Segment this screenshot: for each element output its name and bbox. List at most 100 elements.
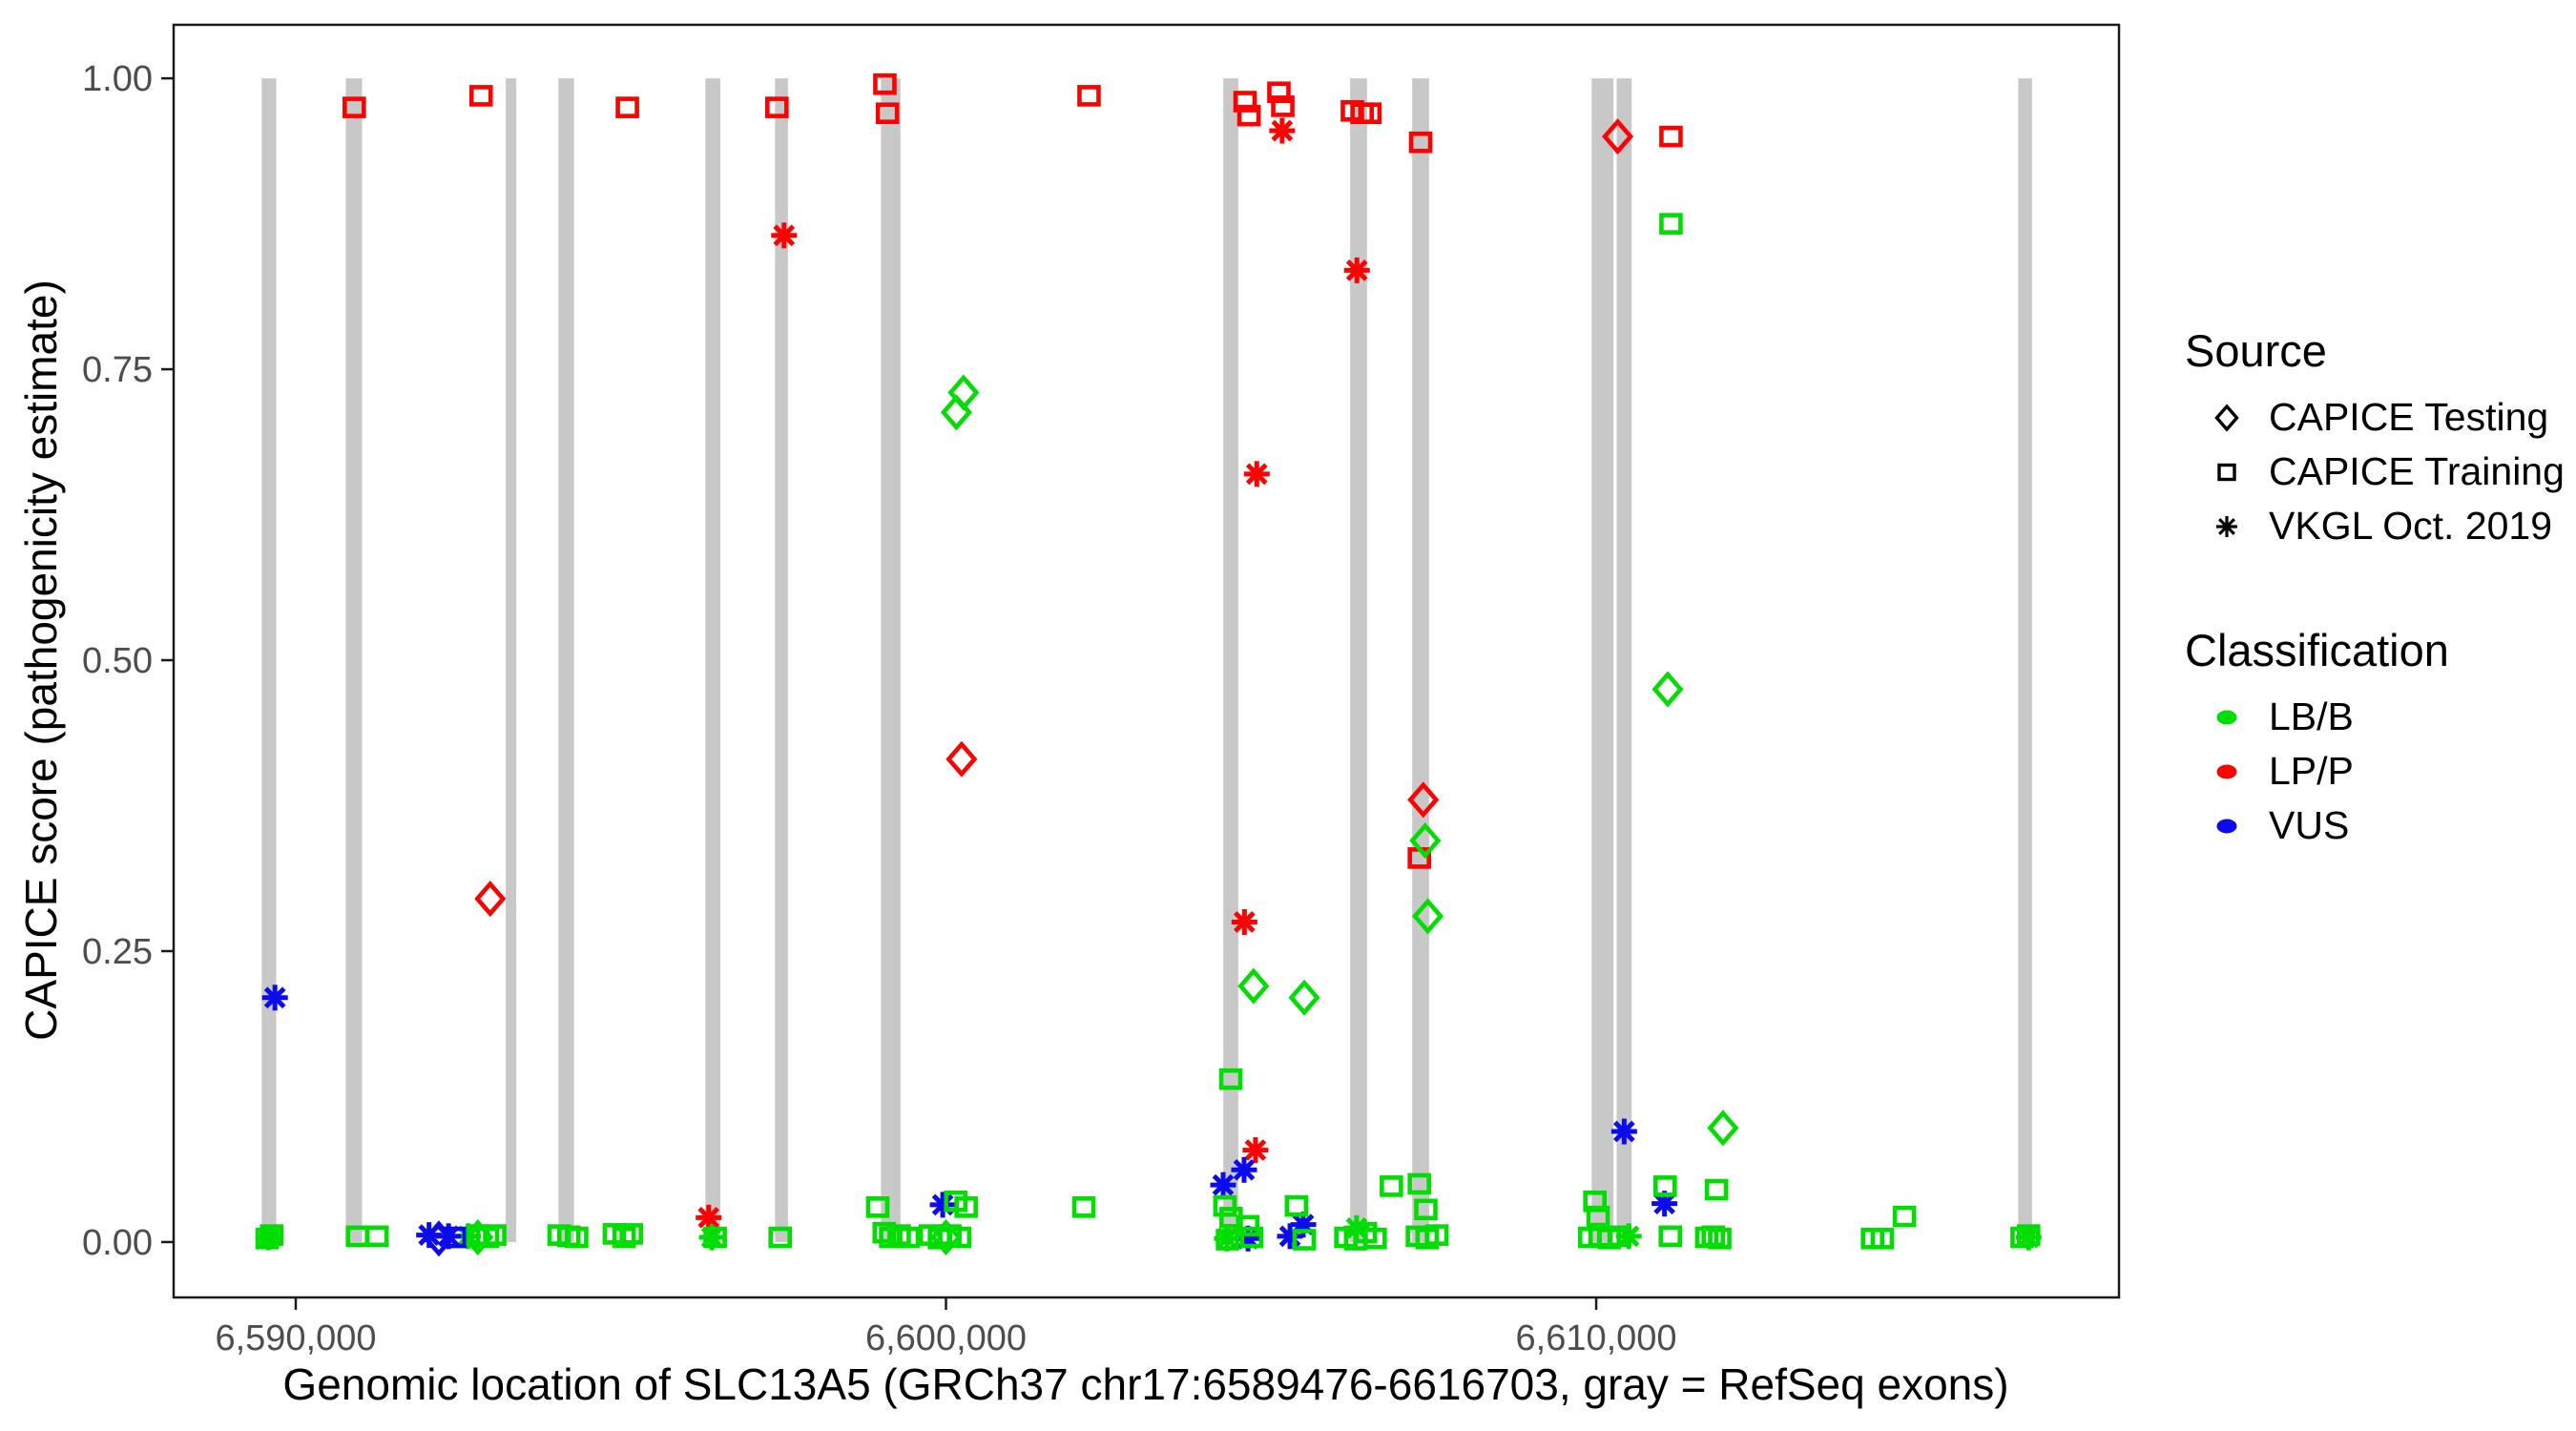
data-point-diamond (1707, 1110, 1739, 1147)
data-point-square (1892, 1205, 1917, 1228)
data-point-square (1659, 125, 1683, 148)
data-point-square (1424, 1224, 1449, 1246)
data-point-square (364, 1225, 389, 1248)
data-point-square (1363, 1227, 1387, 1250)
data-point-square (2010, 1226, 2034, 1249)
data-point-square (1407, 1172, 1431, 1195)
y-tick-label: 0.50 (82, 641, 153, 681)
data-point-square (255, 1227, 280, 1250)
legend-source-title: Source (2185, 325, 2327, 376)
data-point-square (896, 1226, 921, 1249)
data-point-square (873, 73, 897, 95)
data-point-square (1708, 1227, 1732, 1250)
legend-item-label: LB/B (2269, 695, 2354, 738)
y-tick-label: 0.75 (82, 350, 153, 390)
legend-item-label: CAPICE Testing (2269, 395, 2549, 439)
legend-item-lbb: LB/B (2185, 690, 2566, 744)
x-axis-title: Genomic location of SLC13A5 (GRCh37 chr1… (282, 1359, 2009, 1409)
data-point-square (565, 1226, 589, 1249)
diamond-marker-icon (2214, 403, 2239, 432)
data-point-square (1408, 131, 1433, 154)
blue-dot-icon (2216, 819, 2237, 833)
legend: Source CAPICE Testing CAPICE Training (2185, 324, 2566, 853)
exon-bar (345, 78, 363, 1242)
data-point-square (872, 1221, 897, 1244)
data-point-square (1608, 1225, 1631, 1248)
legend-item-label: VKGL Oct. 2019 (2269, 504, 2553, 548)
data-point-square (1659, 213, 1683, 235)
data-point-diamond (1411, 898, 1444, 935)
legend-item-label: LP/P (2269, 749, 2354, 793)
exon-bar (775, 78, 788, 1242)
data-point-square (765, 96, 789, 118)
data-point-asterisk (1610, 1118, 1637, 1145)
exon-bar (881, 78, 901, 1242)
data-point-asterisk (1231, 1156, 1257, 1183)
y-axis-title: CAPICE score (pathogenicity estimate) (16, 280, 66, 1041)
square-marker-icon (2217, 463, 2236, 481)
y-tick-label: 0.00 (82, 1223, 153, 1263)
data-point-square (615, 96, 639, 118)
data-point-square (1701, 1225, 1726, 1248)
data-point-square (1077, 85, 1101, 107)
exon-bar (506, 78, 517, 1242)
green-dot-icon (2216, 710, 2237, 724)
panel-border (172, 23, 2121, 1299)
data-point-square (1236, 104, 1261, 127)
data-point-diamond (1407, 781, 1440, 819)
data-point-square (947, 1226, 972, 1249)
data-point-square (483, 1224, 507, 1246)
data-point-asterisk (261, 985, 288, 1011)
exon-bar (1223, 78, 1238, 1242)
data-point-square (1358, 102, 1382, 125)
data-point-square (1267, 81, 1291, 104)
data-point-square (1704, 1178, 1729, 1201)
data-point-square (1658, 1225, 1683, 1248)
data-point-square (1284, 1194, 1309, 1217)
data-point-square (2016, 1224, 2041, 1246)
y-tick-label: 1.00 (82, 59, 153, 99)
data-point-square (1380, 1175, 1403, 1197)
data-point-diamond (945, 740, 978, 778)
exon-bar (1412, 78, 1429, 1242)
exon-bar (1591, 78, 1614, 1242)
data-point-diamond (1652, 671, 1684, 708)
data-point-diamond (947, 374, 980, 411)
legend-classification-title: Classification (2185, 625, 2449, 675)
data-point-square (1586, 1205, 1610, 1228)
data-point-square (1652, 1175, 1677, 1197)
legend-item-lpp: LP/P (2185, 744, 2566, 798)
data-point-diamond (1409, 822, 1442, 860)
x-tick-label: 6,590,000 (215, 1318, 376, 1358)
data-point-square (865, 1196, 890, 1218)
data-point-square (1271, 95, 1295, 117)
data-point-square (1239, 1226, 1264, 1249)
data-point-square (343, 96, 366, 118)
data-point-asterisk (771, 222, 798, 249)
y-tick-label: 0.25 (82, 932, 153, 972)
data-point-square (875, 102, 900, 125)
data-point-square (1218, 1068, 1243, 1090)
data-point-asterisk (1269, 117, 1296, 144)
legend-item-vkgl: VKGL Oct. 2019 (2185, 499, 2566, 553)
asterisk-marker-icon (2216, 515, 2237, 537)
exon-bar (1350, 78, 1367, 1242)
data-point-diamond (929, 1219, 963, 1256)
data-point-square (1213, 1194, 1237, 1217)
legend-item-label: VUS (2269, 803, 2350, 847)
data-point-asterisk (1343, 257, 1370, 283)
data-point-square (260, 1224, 284, 1246)
data-point-square (768, 1226, 793, 1249)
data-point-square (443, 1226, 467, 1249)
data-point-square (1071, 1196, 1096, 1218)
data-point-square (703, 1226, 727, 1249)
data-point-diamond (1601, 118, 1634, 156)
data-point-diamond (1288, 979, 1320, 1016)
data-point-asterisk (1231, 908, 1257, 935)
data-point-asterisk (929, 1192, 956, 1218)
data-point-diamond (1237, 967, 1270, 1005)
data-point-diamond (474, 881, 507, 918)
data-point-square (1414, 1198, 1438, 1221)
